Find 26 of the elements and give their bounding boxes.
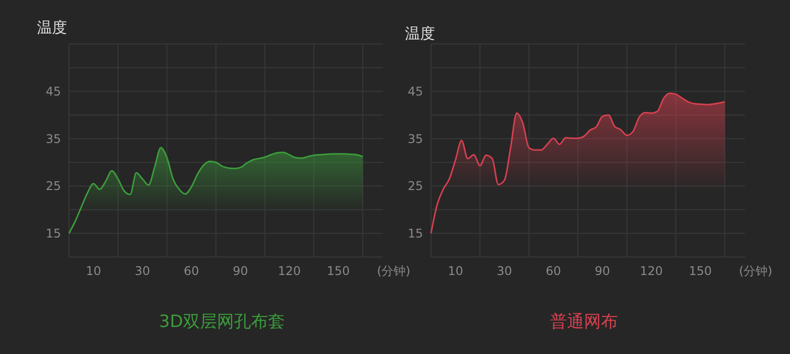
x-tick-label: 60 (546, 264, 562, 278)
x-tick-label: 90 (594, 264, 610, 278)
x-tick-label: 150 (326, 264, 350, 278)
x-tick-label: 150 (688, 264, 712, 278)
y-tick-label: 15 (408, 226, 423, 241)
y-tick-label: 25 (408, 179, 423, 194)
x-axis-title: (分钟) (377, 264, 410, 278)
x-tick-label: 30 (134, 264, 150, 278)
y-tick-label: 15 (46, 226, 61, 241)
x-axis-title: (分钟) (739, 264, 772, 278)
text: 普通网布 (550, 312, 618, 332)
x-tick-label: 120 (278, 264, 301, 278)
x-tick-label: 30 (496, 264, 512, 278)
y-tick-label: 35 (46, 132, 61, 146)
y-axis-title: 温度 (405, 24, 435, 42)
x-tick-label: 120 (640, 264, 663, 278)
y-tick-label: 25 (46, 179, 61, 194)
y-axis-title: 温度 (37, 18, 67, 36)
y-tick-label: 35 (408, 132, 423, 146)
x-tick-label: 10 (448, 264, 464, 278)
y-tick-label: 45 (408, 84, 423, 99)
text: 3D双层网孔布套 (159, 312, 285, 332)
x-tick-label: 60 (184, 264, 200, 278)
x-tick-label: 10 (86, 264, 102, 278)
y-tick-label: 45 (46, 84, 61, 99)
x-tick-label: 90 (232, 264, 248, 278)
